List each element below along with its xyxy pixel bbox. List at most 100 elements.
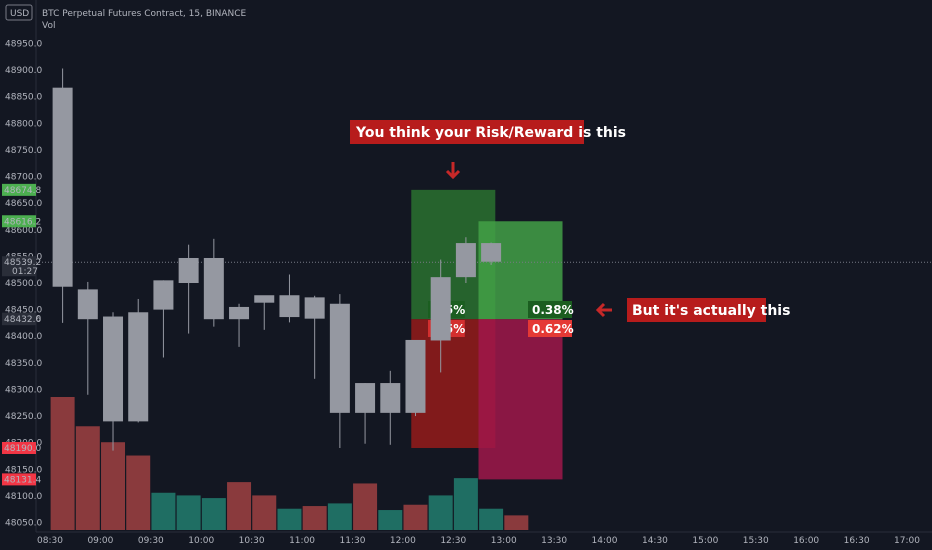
candle-body: [405, 339, 426, 413]
price-badge-label: 48190.0: [4, 444, 41, 454]
arrow-down-icon: [445, 162, 461, 180]
candle-body: [304, 297, 325, 319]
price-tick-label: 48150.0: [5, 465, 42, 475]
annotations: You think your Risk/Reward is this But it…: [350, 120, 790, 322]
candle: [153, 280, 174, 358]
price-tick-label: 48850.0: [5, 93, 42, 103]
time-tick-label: 10:00: [188, 536, 214, 546]
candle: [52, 68, 73, 323]
candle: [178, 244, 199, 334]
candle-body: [229, 306, 250, 320]
top-annotation-label: You think your Risk/Reward is this: [355, 125, 626, 141]
time-tick-label: 17:00: [894, 536, 920, 546]
currency-badge[interactable]: [5, 4, 33, 21]
volume-bar: [277, 508, 302, 530]
price-badge: [2, 313, 36, 326]
price-tick-label: 48400.0: [5, 332, 42, 342]
volume-bar: [428, 495, 453, 530]
price-badges: 48674.848616.248539.201:2748433.048432.6…: [2, 183, 41, 486]
candle: [77, 281, 98, 395]
time-tick-label: 11:00: [289, 536, 315, 546]
time-tick-label: 16:30: [844, 536, 870, 546]
volume-legend-label: Vol: [42, 21, 55, 31]
volume-bar: [302, 506, 327, 530]
side-annotation-bg: [627, 298, 766, 322]
candle-body: [128, 312, 149, 422]
volume-bar: [101, 442, 126, 530]
price-badge-label: 48432.6: [4, 315, 41, 325]
volume-bar: [75, 426, 100, 530]
price-tick-label: 48950.0: [5, 40, 42, 50]
time-tick-label: 12:00: [390, 536, 416, 546]
top-annotation-bg: [350, 120, 584, 144]
side-annotation-label: But it's actually this: [632, 303, 790, 319]
price-tick-label: 48250.0: [5, 412, 42, 422]
candle: [304, 295, 325, 379]
actual-stop-percent-bg: [528, 320, 572, 337]
candle-body: [77, 289, 98, 320]
price-badge-label: 48674.8: [4, 186, 41, 196]
candle-body: [203, 257, 224, 320]
volume-bar: [50, 397, 75, 530]
candle: [128, 298, 149, 423]
time-tick-label: 10:30: [239, 536, 265, 546]
actual-target-percent: 0.38%: [532, 303, 574, 317]
volume-bar: [176, 495, 201, 530]
time-tick-label: 11:30: [340, 536, 366, 546]
price-tick-label: 48700.0: [5, 173, 42, 183]
candle: [329, 294, 350, 448]
currency-badge-label: USD: [10, 9, 29, 19]
time-tick-label: 16:00: [793, 536, 819, 546]
price-tick-label: 48750.0: [5, 146, 42, 156]
candle-body: [380, 383, 401, 413]
candle: [380, 370, 401, 445]
volume-bar: [227, 482, 252, 530]
price-badge-label: 48131.4: [4, 475, 41, 485]
volume-bar: [378, 510, 403, 530]
symbol-title: BTC Perpetual Futures Contract, 15, BINA…: [42, 9, 247, 19]
volume-bar: [327, 503, 352, 530]
candle-body: [481, 243, 502, 262]
volume-bar: [504, 515, 529, 530]
candle-series: [52, 68, 502, 451]
candle: [103, 312, 124, 451]
candle-body: [52, 87, 73, 287]
candle-body: [455, 243, 476, 278]
candle: [405, 339, 426, 417]
volume-bar: [353, 483, 378, 530]
candle-body: [430, 277, 451, 341]
volume-bar: [479, 508, 504, 530]
price-tick-label: 48450.0: [5, 306, 42, 316]
actual-stop-percent-box: 0.62%: [528, 320, 574, 337]
candle: [455, 237, 476, 283]
time-axis[interactable]: 08:30 09:00 09:30 10:00 10:30 11:00 11:30 12:00…: [37, 536, 920, 546]
candle: [430, 259, 451, 373]
price-badge-label: 48616.2: [4, 217, 41, 227]
volume-bar: [201, 498, 226, 530]
candle-body: [103, 316, 124, 422]
candle-body: [178, 257, 199, 283]
volume-bar: [151, 492, 176, 530]
candle: [481, 242, 502, 265]
time-tick-label: 13:00: [491, 536, 517, 546]
arrow-left-icon: [595, 302, 612, 318]
price-tick-label: 48100.0: [5, 492, 42, 502]
price-badge: [2, 473, 36, 486]
candle-body: [329, 303, 350, 413]
price-badge: [2, 215, 36, 228]
actual-stop-percent: 0.62%: [532, 322, 574, 336]
candle-body: [355, 383, 376, 413]
countdown-label: 01:27: [12, 267, 38, 277]
price-tick-label: 48900.0: [5, 66, 42, 76]
candle: [279, 274, 300, 323]
candle-body: [153, 280, 174, 310]
actual-stop-zone[interactable]: [478, 319, 563, 480]
price-badge: [2, 256, 36, 277]
price-tick-label: 48600.0: [5, 226, 42, 236]
candle-body: [254, 295, 275, 303]
price-tick-label: 48350.0: [5, 359, 42, 369]
time-tick-label: 15:00: [692, 536, 718, 546]
price-tick-label: 48300.0: [5, 385, 42, 395]
price-tick-label: 48650.0: [5, 199, 42, 209]
